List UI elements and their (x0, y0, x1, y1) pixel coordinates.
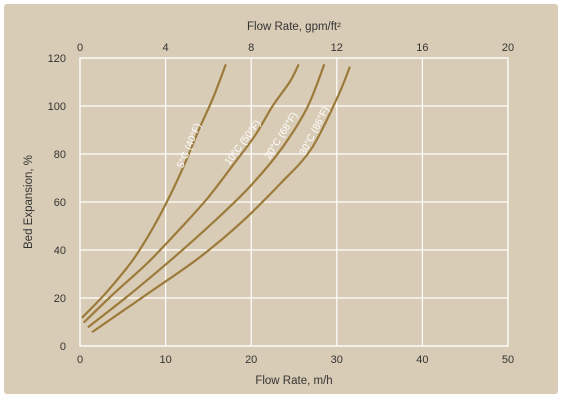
y-tick-label: 60 (54, 197, 66, 209)
series-line (83, 64, 300, 324)
top-tick-label: 4 (163, 42, 169, 54)
y-tick-label: 120 (48, 53, 66, 65)
top-tick-label: 0 (77, 42, 83, 54)
top-tick-label: 12 (331, 42, 343, 54)
y-tick-label: 100 (48, 101, 66, 113)
x-tick-label: 10 (159, 354, 171, 366)
top-tick-label: 16 (416, 42, 428, 54)
series-label: 30°C (86°F) (298, 105, 332, 157)
top-axis-title: Flow Rate, gpm/ft² (247, 21, 341, 33)
x-tick-label: 40 (416, 354, 428, 366)
series-label: 5°C (40°F) (176, 122, 205, 170)
plot-border (79, 57, 509, 347)
series-line (81, 64, 227, 319)
x-tick-label: 0 (77, 354, 83, 366)
series-line (87, 64, 326, 328)
top-tick-label: 20 (502, 42, 514, 54)
series-line (91, 66, 351, 333)
top-tick-label: 8 (248, 42, 254, 54)
x-tick-label: 20 (245, 354, 257, 366)
x-axis-title: Flow Rate, m/h (255, 375, 332, 387)
curves: 5°C (40°F) 10°C (50°F) 20°C (68°F)30°C (86… (81, 64, 351, 333)
y-axis-title: Bed Expansion, % (23, 155, 35, 249)
y-tick-label: 20 (54, 293, 66, 305)
x-tick-label: 30 (331, 354, 343, 366)
x-tick-label: 50 (502, 354, 514, 366)
tick-labels: 0 10 20 30 40 50 0 4 8 12 16 20 0 20 40 60 80 100 120 (48, 42, 514, 366)
y-tick-label: 80 (54, 149, 66, 161)
y-tick-label: 0 (60, 341, 66, 353)
grid (79, 57, 509, 347)
y-tick-label: 40 (54, 245, 66, 257)
series-label: 10°C (50°F) (223, 118, 263, 167)
